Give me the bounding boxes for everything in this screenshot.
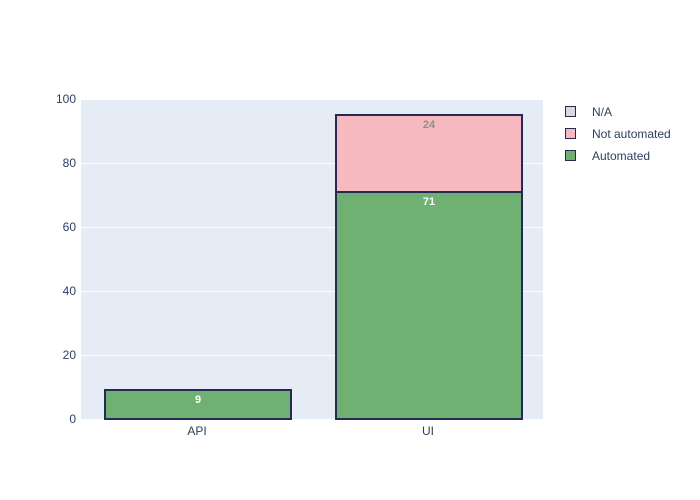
plot-area: 9 71 24 — [81, 99, 543, 420]
legend-item-not-automated[interactable]: Not automated — [565, 126, 671, 141]
y-tick-label: 60 — [62, 220, 76, 234]
legend-item-label: Automated — [592, 148, 651, 163]
legend-item-na[interactable]: N/A — [565, 104, 671, 119]
not-automated-swatch-icon — [565, 128, 576, 139]
legend: N/A Not automated Automated — [565, 105, 671, 171]
gridline — [81, 99, 543, 100]
bar-ui: 71 24 — [335, 114, 523, 420]
y-tick-label: 20 — [62, 348, 76, 362]
na-swatch-icon — [565, 106, 576, 117]
y-tick-label: 100 — [55, 92, 76, 106]
gridline — [81, 163, 543, 164]
bar-api: 9 — [104, 389, 292, 420]
gridline — [81, 227, 543, 228]
gridline — [81, 291, 543, 292]
bar-value-label: 24 — [422, 119, 436, 131]
bar-segment-ui-automated[interactable]: 71 — [336, 192, 522, 419]
y-tick-label: 0 — [69, 412, 76, 426]
y-tick-label: 40 — [62, 284, 76, 298]
legend-item-label: N/A — [592, 104, 613, 119]
y-tick-label: 80 — [62, 156, 76, 170]
bar-segment-ui-not-automated[interactable]: 24 — [336, 115, 522, 192]
bar-value-label: 71 — [422, 196, 436, 208]
x-tick-label: API — [187, 424, 207, 438]
legend-item-label: Not automated — [592, 126, 671, 141]
automated-swatch-icon — [565, 150, 576, 161]
bar-segment-api-automated[interactable]: 9 — [105, 390, 291, 419]
legend-item-automated[interactable]: Automated — [565, 148, 671, 163]
x-tick-label: UI — [422, 424, 434, 438]
gridline — [81, 355, 543, 356]
bar-value-label: 9 — [194, 394, 202, 406]
